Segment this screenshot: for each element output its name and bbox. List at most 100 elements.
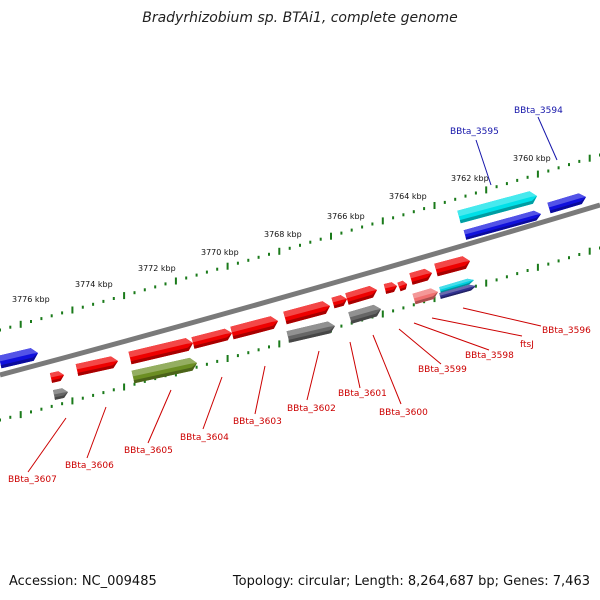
gene-arrow-ftsJ[interactable] [434,256,470,277]
minor-tick [112,388,115,392]
gene-arrow-BBta_3605[interactable] [128,338,194,365]
minor-tick [412,210,415,214]
accession-label: Accession: NC_009485 [9,574,157,589]
minor-tick [257,255,260,259]
gene-label[interactable]: BBta_3605 [124,446,173,456]
major-tick [485,279,488,287]
gene-arrow-BBta_3602-b[interactable] [286,321,335,343]
gene-label[interactable]: BBta_3603 [233,417,282,427]
gene-arrow-BBta_3595[interactable] [457,191,537,224]
major-tick [19,411,22,419]
gene-label[interactable]: BBta_3598 [465,351,514,361]
gene-arrow-BBta_3600[interactable] [383,282,397,294]
minor-tick [526,175,529,179]
gene-label[interactable]: BBta_3601 [338,389,387,399]
gene-label[interactable]: BBta_3602 [287,404,336,414]
minor-tick [505,275,508,279]
minor-tick [516,178,519,182]
minor-tick [195,365,198,369]
scale-tick-label: 3760 kbp [513,154,551,163]
major-tick [330,232,332,240]
gene-arrow-BBta_3606[interactable] [75,356,118,376]
label-leader-line [398,328,442,365]
minor-tick [402,213,405,217]
minor-tick [102,299,105,303]
major-tick [71,306,74,314]
label-leader-line [372,334,402,405]
minor-tick [205,270,208,274]
gene-label[interactable]: BBta_3599 [418,365,467,375]
scale-labels: 3776 kbp 3774 kbp 3772 kbp 3770 kbp 3768 kbp… [12,154,551,304]
minor-tick [402,306,405,310]
scale-tick-label: 3774 kbp [75,280,113,289]
minor-tick [495,278,498,282]
minor-tick [578,253,581,256]
gene-arrow-BBta_3596-b[interactable] [439,284,476,299]
scale-tick-label: 3764 kbp [389,192,427,201]
gene-label[interactable]: ftsJ [520,340,534,350]
gene-arrow-BBta_3598-b[interactable] [412,288,439,305]
genome-summary: Topology: circular; Length: 8,264,687 bp… [232,574,590,589]
major-tick [278,247,281,255]
major-tick [381,217,384,225]
gene-arrow-BBta_3594[interactable] [547,193,586,214]
minor-tick [526,269,529,272]
minor-tick [547,169,550,173]
label-leader-line [537,116,558,161]
gene-label[interactable]: BBta_3607 [8,475,57,485]
minor-tick [205,362,208,366]
scale-tick-label: 3776 kbp [12,295,50,304]
major-tick [433,295,436,303]
gene-arrow-left-edge-gene[interactable] [0,348,38,369]
minor-tick [216,359,219,363]
gene-arrow-BBta_3596-a[interactable] [439,278,474,293]
minor-tick [371,222,374,226]
minor-tick [81,396,84,400]
minor-tick [516,272,519,276]
gene-arrow-BBta_3598[interactable] [409,268,432,285]
minor-tick [268,345,270,349]
minor-tick [557,259,560,263]
minor-tick [568,256,570,260]
minor-tick [164,282,167,286]
minor-tick [30,410,32,414]
gene-arrow-BBta_3604[interactable] [191,328,233,349]
gene-arrow-BBta_3602[interactable] [283,301,330,325]
major-tick [123,292,126,300]
gene-arrow-BBta_3595-b[interactable] [463,210,541,240]
minor-tick [412,303,415,307]
label-leader-line [431,317,523,337]
gene-label[interactable]: BBta_3606 [65,461,114,471]
minor-tick [0,328,1,332]
gene-features [0,191,586,400]
gene-label[interactable]: BBta_3595 [450,127,499,137]
major-tick [485,186,488,194]
gene-arrow-BBta_3605-b[interactable] [131,357,197,384]
major-tick [536,170,539,178]
minor-tick [236,261,239,265]
gene-label[interactable]: BBta_3594 [514,106,563,116]
minor-tick [361,225,364,229]
label-leader-line [202,376,223,430]
minor-tick [143,379,146,383]
scale-tick-label: 3772 kbp [138,264,176,273]
minor-tick [454,197,457,201]
gene-arrow-BBta_3599[interactable] [397,280,407,292]
minor-tick [350,228,353,232]
minor-tick [568,163,570,167]
major-tick [381,310,384,318]
gene-arrow-BBta_3601-b[interactable] [345,286,377,305]
gene-arrow-BBta_3607[interactable] [49,371,64,383]
gene-arrow-BBta_3601[interactable] [331,295,348,309]
gene-label[interactable]: BBta_3600 [379,408,428,418]
minor-tick [474,191,477,195]
minor-tick [40,407,43,411]
minor-tick [247,351,250,355]
minor-tick [392,309,395,313]
gene-arrow-BBta_3600-b[interactable] [348,304,381,324]
minor-tick [50,314,53,318]
gene-arrow-BBta_3607-b[interactable] [53,388,68,400]
gene-label[interactable]: BBta_3604 [180,433,229,443]
gene-arrow-BBta_3603[interactable] [230,316,278,340]
gene-label[interactable]: BBta_3596 [542,326,591,336]
